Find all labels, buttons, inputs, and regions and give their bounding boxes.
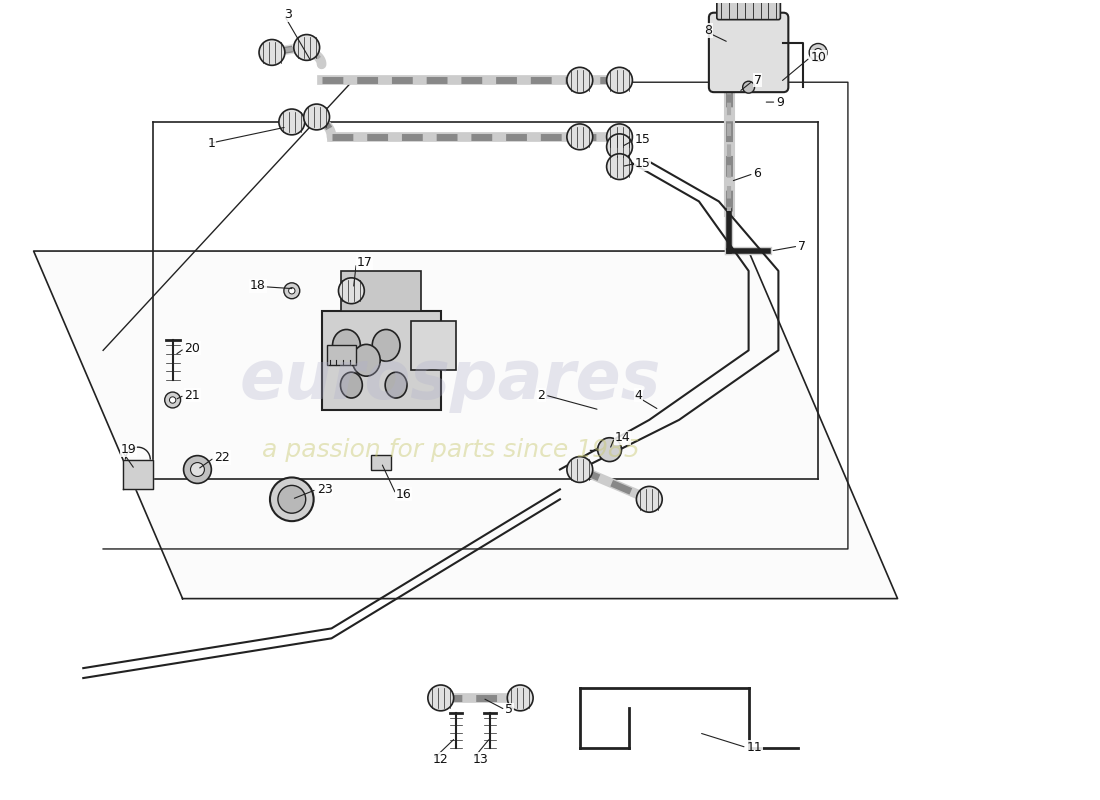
Text: 3: 3	[284, 8, 292, 21]
Text: 11: 11	[747, 741, 762, 754]
Text: 7: 7	[754, 74, 761, 86]
Circle shape	[270, 478, 314, 521]
Text: a passion for parts since 1985: a passion for parts since 1985	[262, 438, 639, 462]
Text: 7: 7	[799, 239, 806, 253]
Circle shape	[165, 392, 180, 408]
FancyBboxPatch shape	[327, 346, 356, 366]
FancyBboxPatch shape	[708, 13, 789, 92]
Circle shape	[169, 397, 176, 403]
Text: 16: 16	[396, 488, 411, 501]
Text: 20: 20	[185, 342, 200, 355]
Text: 8: 8	[704, 24, 712, 37]
Text: 19: 19	[121, 443, 136, 456]
Text: 2: 2	[537, 389, 544, 402]
Circle shape	[637, 486, 662, 512]
Text: 1: 1	[208, 138, 216, 150]
FancyBboxPatch shape	[411, 321, 455, 370]
Circle shape	[294, 34, 320, 60]
Text: 17: 17	[356, 257, 372, 270]
Circle shape	[288, 287, 295, 294]
Circle shape	[428, 685, 453, 711]
Circle shape	[304, 104, 330, 130]
FancyBboxPatch shape	[341, 271, 421, 310]
FancyBboxPatch shape	[372, 454, 392, 470]
Circle shape	[810, 43, 827, 62]
Circle shape	[279, 109, 305, 135]
Circle shape	[606, 134, 632, 160]
Text: 4: 4	[635, 389, 642, 402]
Text: 15: 15	[635, 134, 650, 146]
Text: 9: 9	[777, 95, 784, 109]
Ellipse shape	[385, 372, 407, 398]
Circle shape	[284, 283, 299, 298]
Text: 15: 15	[635, 157, 650, 170]
Text: 23: 23	[317, 483, 332, 496]
FancyBboxPatch shape	[717, 0, 780, 20]
Polygon shape	[123, 459, 153, 490]
Text: 22: 22	[214, 451, 230, 464]
Polygon shape	[34, 251, 898, 598]
Ellipse shape	[352, 344, 381, 376]
Circle shape	[507, 685, 534, 711]
Text: 18: 18	[250, 279, 266, 292]
Ellipse shape	[332, 330, 361, 362]
Text: 12: 12	[432, 753, 449, 766]
Circle shape	[814, 49, 822, 57]
Text: 14: 14	[615, 431, 630, 444]
Ellipse shape	[372, 330, 400, 362]
Circle shape	[566, 67, 593, 93]
Circle shape	[339, 278, 364, 304]
Text: 13: 13	[473, 753, 488, 766]
Circle shape	[597, 438, 622, 462]
Circle shape	[278, 486, 306, 514]
Circle shape	[190, 462, 205, 477]
Circle shape	[606, 154, 632, 179]
Circle shape	[606, 67, 632, 93]
Circle shape	[258, 39, 285, 66]
Text: 10: 10	[811, 51, 826, 64]
Text: 21: 21	[185, 389, 200, 402]
Text: eurospares: eurospares	[240, 347, 661, 413]
Circle shape	[566, 457, 593, 482]
Circle shape	[566, 124, 593, 150]
Ellipse shape	[341, 372, 362, 398]
FancyBboxPatch shape	[321, 310, 441, 410]
Circle shape	[606, 124, 632, 150]
Text: 5: 5	[505, 703, 514, 716]
Text: 6: 6	[754, 167, 761, 180]
Circle shape	[742, 82, 755, 93]
Circle shape	[184, 456, 211, 483]
